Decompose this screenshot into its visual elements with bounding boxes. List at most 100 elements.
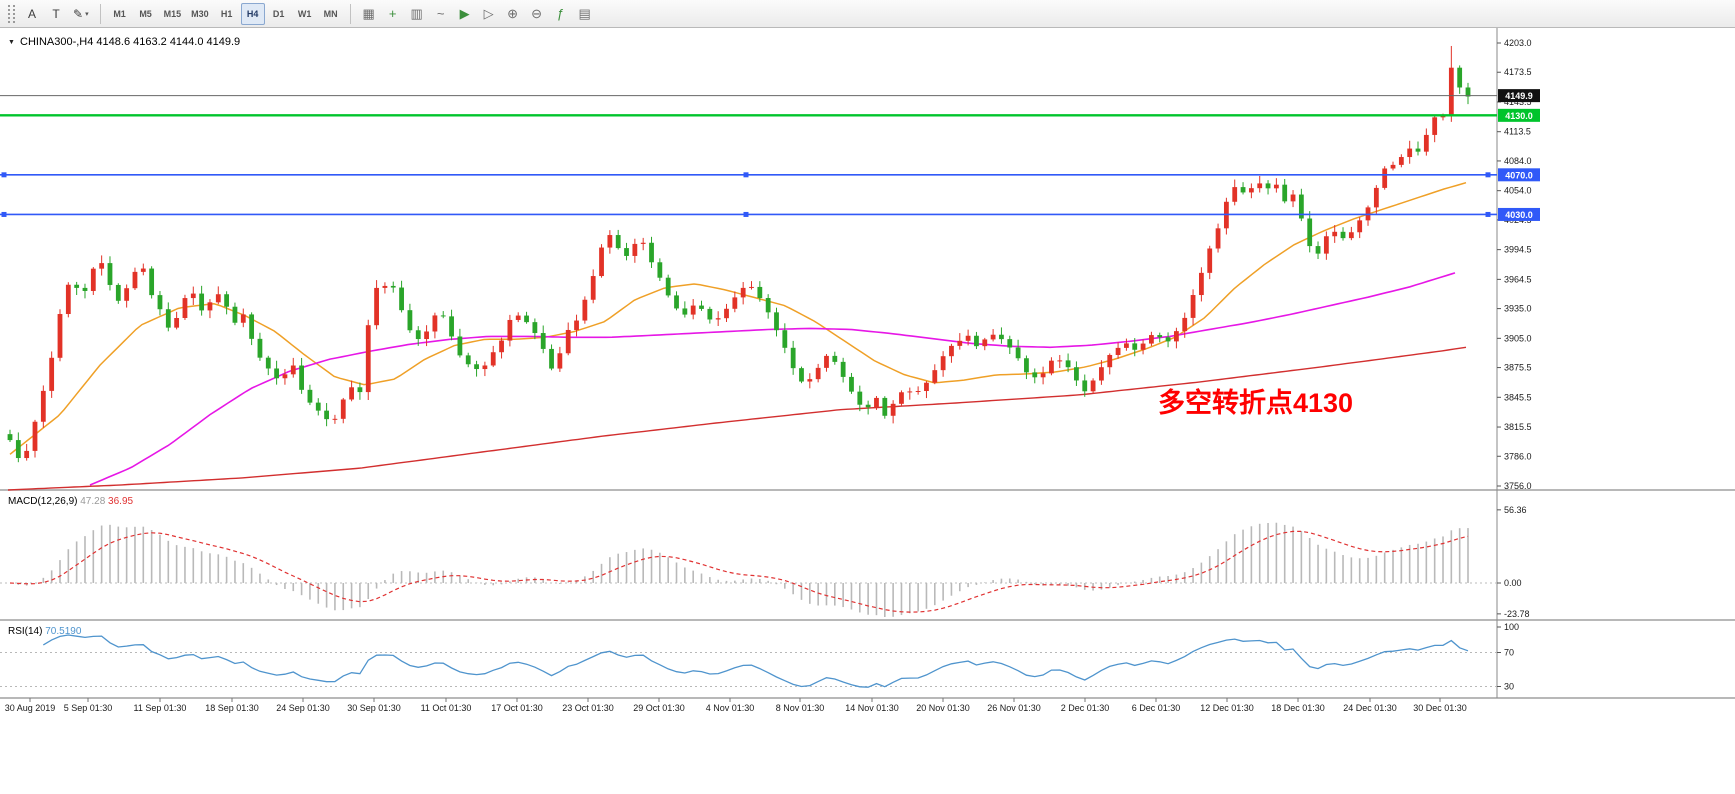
candle-body bbox=[415, 330, 421, 340]
zoom-out-icon[interactable]: ⊖ bbox=[531, 5, 543, 21]
timeframe-w1[interactable]: W1 bbox=[297, 8, 312, 19]
candle-body bbox=[99, 263, 105, 269]
date-axis-label: 2 Dec 01:30 bbox=[1061, 703, 1110, 713]
candle-body bbox=[724, 308, 729, 319]
cursor-button[interactable]: A bbox=[27, 6, 36, 21]
ma-slow-line[interactable] bbox=[7, 346, 1467, 491]
candle-body bbox=[632, 243, 638, 256]
candle-body bbox=[957, 340, 963, 346]
candle-body bbox=[657, 262, 663, 278]
candle-body bbox=[1265, 183, 1271, 189]
candle-body bbox=[740, 287, 746, 298]
timeframe-h4[interactable]: H4 bbox=[240, 2, 265, 25]
candle-body bbox=[1457, 67, 1463, 88]
candle-body bbox=[1298, 194, 1304, 219]
candle-body bbox=[1040, 373, 1046, 378]
ma-mid-line[interactable] bbox=[89, 272, 1456, 486]
date-axis-label: 24 Sep 01:30 bbox=[276, 703, 330, 713]
date-axis[interactable]: 30 Aug 2019 5 Sep 01:30 11 Sep 01:30 18 Sep… bbox=[5, 698, 1467, 713]
hline-handle[interactable] bbox=[1485, 172, 1491, 178]
text-button[interactable]: T bbox=[52, 6, 60, 21]
candle-body bbox=[1049, 360, 1054, 374]
candle-body bbox=[1465, 87, 1471, 97]
templates-icon[interactable]: ▤ bbox=[578, 5, 591, 21]
candles-mode-icon[interactable]: ▥ bbox=[410, 5, 423, 21]
timeframe-mn[interactable]: MN bbox=[323, 8, 338, 19]
macd-signal-line bbox=[9, 530, 1469, 613]
annotation-text[interactable]: 多空转折点4130 bbox=[1158, 387, 1353, 418]
new-order-icon[interactable]: + bbox=[388, 6, 397, 21]
candle-body bbox=[407, 310, 413, 331]
price-axis-label: 3935.0 bbox=[1504, 304, 1532, 314]
candle-body bbox=[857, 391, 863, 405]
candle-body bbox=[557, 353, 563, 369]
timeframe-m15[interactable]: M15 bbox=[163, 8, 182, 19]
candle-body bbox=[915, 390, 921, 392]
hline-handle[interactable] bbox=[1, 211, 7, 217]
date-axis-label: 5 Sep 01:30 bbox=[64, 703, 113, 713]
price-axis-label: 4203.0 bbox=[1504, 38, 1532, 48]
candle-body bbox=[1357, 220, 1363, 233]
candle-body bbox=[382, 285, 388, 288]
candle-body bbox=[465, 355, 471, 365]
dropdown-caret-icon: ▾ bbox=[85, 10, 89, 18]
toolbar-drag-handle bbox=[8, 4, 15, 23]
timeframe-m30[interactable]: M30 bbox=[191, 8, 209, 19]
symbol-menu-arrow-icon[interactable]: ▼ bbox=[8, 39, 15, 46]
hline-handle[interactable] bbox=[1485, 211, 1491, 217]
chart-canvas[interactable]: 4203.04173.54143.54113.54084.04054.04024… bbox=[0, 28, 1735, 794]
zoom-in-icon[interactable]: ⊕ bbox=[507, 5, 519, 21]
candle-body bbox=[865, 404, 871, 408]
rsi-line bbox=[42, 634, 1469, 688]
candle-body bbox=[765, 298, 771, 313]
candle-body bbox=[432, 315, 438, 332]
candle-body bbox=[757, 286, 763, 299]
hline-handle[interactable] bbox=[1, 172, 7, 178]
candle-body bbox=[549, 348, 554, 369]
toolbar: A T ✎ ▾ M1 M5 M15 M30 H1 H4 D1 W1 MN ▦ + ▥ ~ ▶ ▷ ⊕ ⊖ ƒ ▤ bbox=[0, 0, 1735, 28]
candle-body bbox=[490, 352, 496, 366]
hline-handle[interactable] bbox=[743, 211, 749, 217]
price-axis-label: 3815.5 bbox=[1504, 422, 1532, 432]
candle-body bbox=[824, 355, 829, 368]
chart-shift-icon[interactable]: ▷ bbox=[483, 5, 494, 21]
candle-body bbox=[699, 305, 704, 309]
date-axis-label: 18 Dec 01:30 bbox=[1271, 703, 1325, 713]
candle-body bbox=[665, 277, 671, 296]
candle-body bbox=[1074, 367, 1079, 381]
candle-body bbox=[1090, 380, 1096, 392]
price-axis-label: 4084.0 bbox=[1504, 156, 1532, 166]
timeframe-d1[interactable]: D1 bbox=[272, 8, 285, 19]
candle-body bbox=[215, 294, 221, 303]
price-axis-label: 3964.5 bbox=[1504, 274, 1532, 284]
candle-body bbox=[565, 329, 571, 354]
hline-handle[interactable] bbox=[743, 172, 749, 178]
price-badge bbox=[1498, 207, 1540, 221]
draw-tools-button[interactable]: ✎ ▾ bbox=[73, 6, 89, 21]
timeframe-m5[interactable]: M5 bbox=[139, 8, 152, 19]
candle-body bbox=[1348, 232, 1354, 239]
candle-body bbox=[365, 325, 371, 393]
candle-body bbox=[65, 284, 71, 315]
indicators-icon[interactable]: ƒ bbox=[556, 6, 565, 21]
candle-body bbox=[574, 320, 579, 330]
timeframe-h1[interactable]: H1 bbox=[220, 8, 233, 19]
candle-body bbox=[107, 263, 113, 285]
price-axis-label: 4113.5 bbox=[1504, 127, 1531, 137]
candle-body bbox=[615, 235, 621, 249]
candle-body bbox=[49, 357, 55, 391]
candle-body bbox=[682, 308, 688, 315]
candle-body bbox=[640, 242, 646, 244]
toolbar-separator bbox=[99, 3, 101, 24]
candle-body bbox=[940, 356, 946, 371]
date-axis-label: 30 Aug 2019 bbox=[5, 703, 56, 713]
timeframe-m1[interactable]: M1 bbox=[113, 8, 126, 19]
candle-body bbox=[624, 248, 629, 256]
candle-body bbox=[1282, 184, 1288, 202]
toolbar-separator bbox=[349, 3, 351, 24]
candle-body bbox=[324, 410, 329, 420]
line-chart-mode-icon[interactable]: ~ bbox=[436, 6, 445, 21]
tile-windows-icon[interactable]: ▦ bbox=[362, 5, 375, 21]
candlestick-series bbox=[7, 45, 1471, 463]
auto-scroll-icon[interactable]: ▶ bbox=[459, 5, 470, 21]
